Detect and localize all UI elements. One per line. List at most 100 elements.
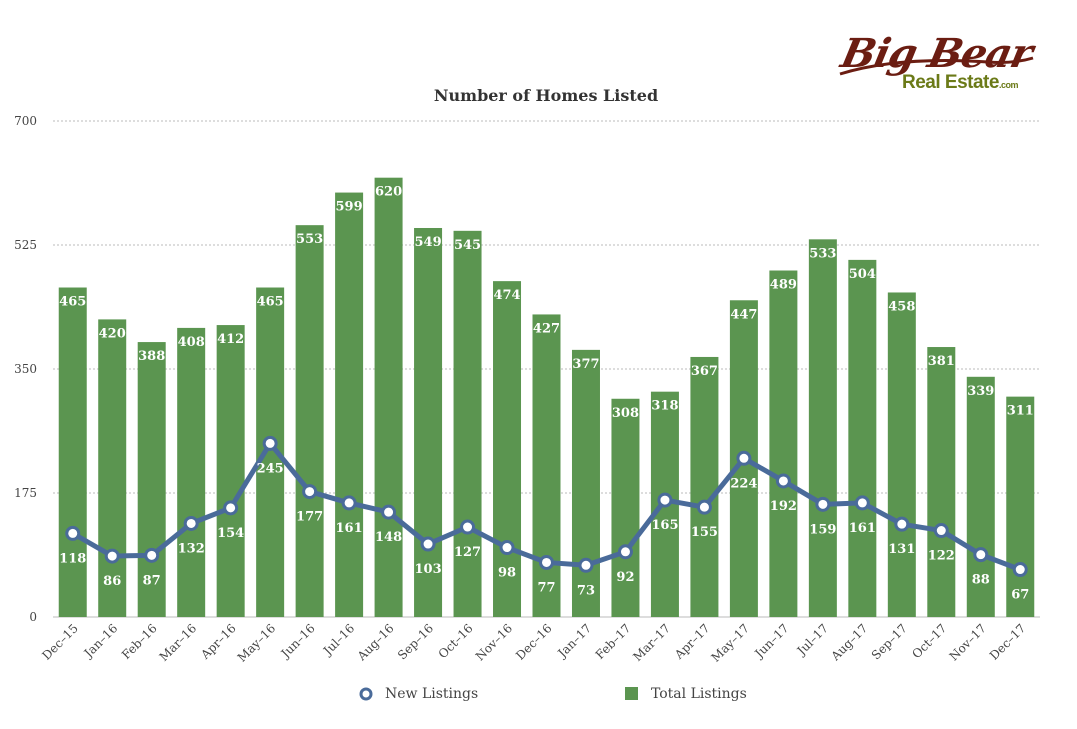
legend-label-total-listings: Total Listings (651, 686, 747, 702)
bar-value-label: 545 (454, 238, 481, 253)
bar-value-label: 620 (375, 185, 402, 200)
x-tick-label: Feb–17 (593, 621, 634, 662)
bar-total-listings (58, 287, 87, 617)
point-value-label: 165 (651, 518, 678, 533)
y-tick-label: 700 (14, 114, 37, 128)
bar-value-label: 504 (849, 267, 876, 282)
x-tick-label: Mar–17 (630, 621, 673, 664)
bar-total-listings (453, 230, 482, 618)
new-listings-point (696, 499, 712, 515)
bar-value-label: 458 (888, 299, 915, 314)
bar-value-label: 311 (1007, 404, 1034, 419)
bar-value-label: 308 (612, 406, 639, 421)
bar-value-label: 420 (99, 326, 126, 341)
bar-value-label: 533 (809, 246, 836, 261)
new-listings-point (460, 519, 476, 535)
bar-total-listings (1006, 396, 1035, 617)
bar-total-listings (927, 347, 956, 617)
point-value-label: 98 (498, 566, 516, 581)
point-value-label: 245 (257, 461, 284, 476)
legend-label-new-listings: New Listings (385, 686, 479, 702)
bar-total-listings (532, 314, 561, 617)
point-value-label: 122 (928, 549, 955, 564)
bar-value-label: 599 (336, 200, 363, 215)
y-tick-label: 350 (14, 362, 37, 376)
x-tick-label: Jun–17 (751, 621, 792, 662)
x-tick-label: Oct–17 (909, 621, 949, 661)
new-listings-point (815, 496, 831, 512)
total-listings-bars (58, 177, 1035, 618)
x-tick-label: Apr–17 (671, 621, 712, 662)
point-value-label: 118 (59, 551, 86, 566)
x-tick-label: Sep–17 (869, 621, 910, 662)
new-listings-point (262, 435, 278, 451)
new-listings-point (1012, 562, 1028, 578)
point-value-label: 192 (770, 499, 797, 514)
new-listings-point (223, 500, 239, 516)
bar-total-listings (177, 327, 206, 617)
new-listings-point (657, 492, 673, 508)
bar-value-label: 465 (59, 295, 86, 310)
x-tick-label: Feb–16 (119, 621, 160, 662)
y-axis-tick-labels: 0 175 350 525 700 (14, 114, 37, 624)
x-tick-label: Jul–16 (319, 621, 357, 659)
x-tick-label: Dec–16 (513, 621, 555, 663)
new-listings-points (65, 435, 1028, 578)
new-listings-point (341, 495, 357, 511)
x-tick-label: May–16 (235, 621, 278, 664)
new-listings-point (302, 484, 318, 500)
x-tick-label: Aug–17 (828, 621, 871, 664)
point-value-label: 131 (888, 542, 915, 557)
point-value-label: 148 (375, 530, 402, 545)
bar-value-label: 381 (928, 354, 955, 369)
point-value-label: 92 (616, 570, 634, 585)
y-tick-label: 175 (14, 486, 37, 500)
point-value-label: 103 (414, 562, 441, 577)
new-listings-point (65, 525, 81, 541)
new-listings-point (183, 515, 199, 531)
new-listings-point (104, 548, 120, 564)
bar-value-label: 388 (138, 349, 165, 364)
bar-total-listings (966, 376, 995, 617)
bar-value-label: 367 (691, 364, 718, 379)
new-listings-point (736, 450, 752, 466)
point-value-label: 161 (336, 521, 363, 536)
point-value-label: 177 (296, 510, 323, 525)
point-value-label: 127 (454, 545, 481, 560)
bar-total-listings (335, 192, 364, 617)
x-tick-label: Jan–17 (554, 621, 594, 661)
bar-value-label: 339 (967, 384, 994, 399)
logo-swoosh-icon (839, 56, 1034, 76)
bar-total-listings (216, 325, 245, 617)
bar-total-listings (414, 227, 443, 617)
bar-total-listings (571, 349, 600, 617)
bar-total-listings (137, 342, 166, 617)
x-tick-label: Sep–16 (395, 621, 436, 662)
new-listings-point (381, 504, 397, 520)
bar-value-label: 489 (770, 278, 797, 293)
x-tick-label: Mar–16 (157, 621, 200, 664)
new-listings-point (933, 523, 949, 539)
x-tick-label: Oct–16 (436, 621, 476, 661)
y-tick-label: 525 (14, 238, 37, 252)
new-listings-point (144, 547, 160, 563)
bar-value-label: 377 (572, 357, 599, 372)
point-value-label: 67 (1011, 588, 1029, 603)
bar-total-listings (769, 270, 798, 617)
point-value-label: 132 (178, 541, 205, 556)
new-listings-point (854, 495, 870, 511)
bar-value-label: 465 (257, 295, 284, 310)
new-listings-point (539, 554, 554, 570)
new-listings-point-labels: 118 86 87 132 154 245 177 161 148 103 127 98 77 73 92 1… (59, 461, 1029, 602)
legend-marks (359, 687, 638, 701)
new-listings-point (499, 540, 515, 556)
bar-total-listings (808, 239, 837, 617)
point-value-label: 161 (849, 521, 876, 536)
new-listings-point (578, 557, 594, 573)
bar-value-label: 427 (533, 321, 560, 336)
x-tick-label: Aug–16 (354, 621, 397, 664)
x-tick-label: Jan–16 (80, 621, 120, 661)
x-tick-label: Jun–16 (277, 621, 318, 662)
total-listings-bar-labels: 465 420 388 408 412 465 553 599 620 549 545 474 427 3… (59, 185, 1034, 421)
